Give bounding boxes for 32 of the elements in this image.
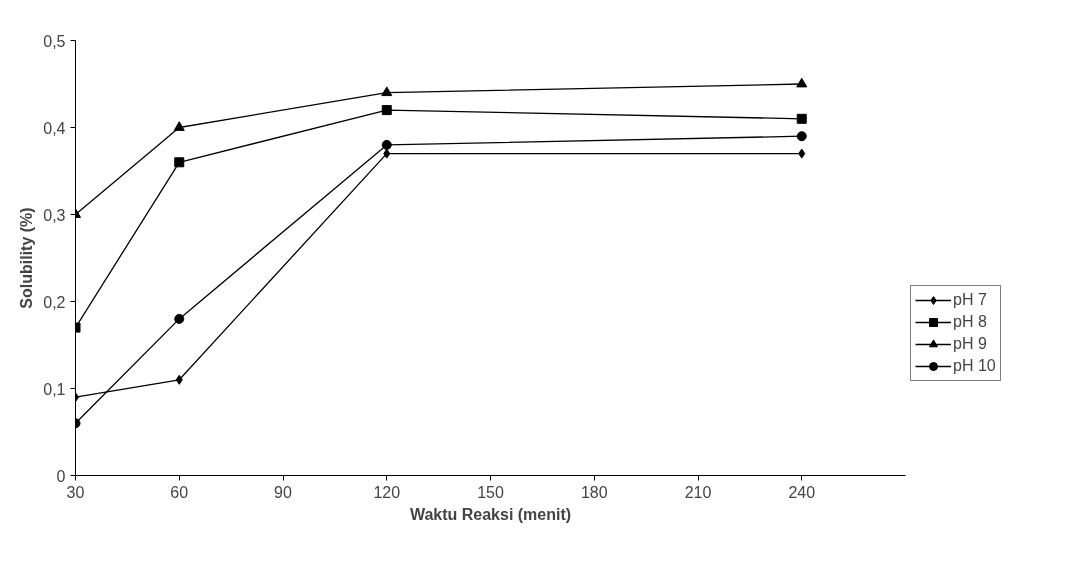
x-tick-label: 30 [66,483,85,501]
x-tick-label: 120 [373,483,401,501]
point [798,148,806,159]
y-axis-title: Solubility (%) [18,207,36,309]
y-tick-label: 0,1 [43,380,66,398]
point [381,86,393,97]
y-tick-label: 0,3 [43,206,66,224]
y-tick-label: 0,4 [43,119,66,137]
x-tick-label: 60 [170,483,189,501]
legend-label: pH 8 [953,313,987,331]
legend-label: pH 7 [953,291,987,309]
point [383,148,391,159]
point [796,113,807,124]
y-tick-label: 0,2 [43,293,66,311]
point [174,313,185,324]
point [381,139,392,150]
x-tick-label: 240 [788,483,816,501]
legend-label: pH 9 [953,335,987,353]
point [796,77,808,88]
y-tick-label: 0,5 [43,32,66,50]
point [173,121,185,131]
point [175,374,183,385]
x-tick-label: 150 [477,483,504,501]
x-axis-title: Waktu Reaksi (menit) [409,505,572,523]
point [174,157,185,168]
point [796,131,807,142]
point [381,105,392,116]
y-tick-label: 0 [56,467,66,485]
legend-label: pH 10 [953,357,996,375]
x-tick-label: 90 [274,483,292,501]
x-tick-label: 210 [684,483,712,501]
x-tick-label: 180 [580,483,608,501]
